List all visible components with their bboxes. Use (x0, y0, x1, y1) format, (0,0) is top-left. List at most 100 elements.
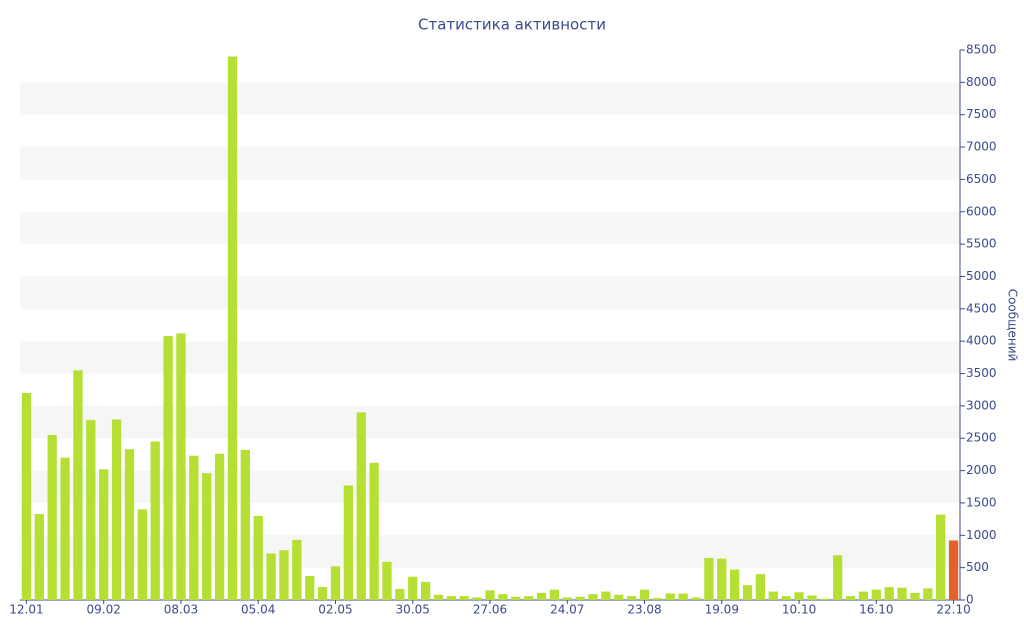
bar (356, 412, 366, 600)
bar (678, 593, 688, 600)
x-tick-label: 19.09 (705, 603, 739, 617)
bar (562, 597, 572, 600)
bar (163, 336, 173, 600)
bar (111, 419, 122, 600)
bar (227, 56, 238, 601)
grid-band (20, 535, 960, 568)
bar (124, 449, 135, 600)
y-tick-label: 1000 (966, 528, 997, 542)
x-tick-label: 27.06 (473, 603, 507, 617)
y-tick-label: 6500 (966, 172, 997, 186)
bar (884, 587, 894, 600)
bar (871, 589, 881, 600)
chart-title: Статистика активности (418, 16, 606, 34)
bar (202, 473, 212, 600)
bar (34, 513, 44, 600)
bar (575, 596, 585, 600)
bar (60, 457, 70, 600)
bar (511, 596, 521, 600)
bar (897, 587, 907, 600)
y-tick-label: 7000 (966, 140, 997, 154)
x-tick-label: 24.07 (550, 603, 584, 617)
bar (240, 449, 250, 600)
bar (717, 558, 727, 600)
grid-band (20, 147, 960, 180)
bar (279, 550, 289, 600)
y-tick-label: 8500 (966, 43, 997, 57)
bar (833, 555, 843, 600)
y-axis-title: Сообщений (1006, 289, 1020, 362)
bar (317, 587, 328, 600)
bar (86, 420, 96, 600)
grid-band (20, 341, 960, 374)
bar (755, 574, 766, 600)
bar (99, 469, 109, 600)
bar (704, 557, 714, 600)
y-tick-label: 2000 (966, 463, 997, 477)
bar (614, 594, 624, 600)
x-tick-label: 23.08 (627, 603, 661, 617)
bar (485, 590, 495, 600)
bar (652, 598, 663, 600)
bar (601, 591, 611, 600)
bar (768, 591, 778, 600)
bar (408, 576, 418, 600)
bar (523, 596, 534, 600)
bar (807, 595, 817, 600)
bar (639, 589, 650, 600)
y-tick-label: 3000 (966, 398, 997, 412)
y-tick-label: 7500 (966, 107, 997, 121)
y-tick-label: 4000 (966, 334, 997, 348)
grid-band (20, 470, 960, 503)
bar (253, 515, 263, 600)
bar (627, 596, 637, 600)
bar (330, 566, 341, 600)
bar (665, 593, 675, 600)
grid-band (20, 82, 960, 115)
bar (395, 589, 405, 600)
x-tick-label: 22.10 (936, 603, 970, 617)
x-tick-label: 12.01 (9, 603, 43, 617)
y-tick-label: 500 (966, 560, 989, 574)
bar (781, 596, 791, 600)
bar (73, 370, 83, 600)
bar (459, 596, 469, 600)
bar (433, 594, 444, 600)
y-tick-label: 2500 (966, 431, 997, 445)
bar (266, 553, 276, 600)
bar (820, 598, 830, 600)
bar (189, 455, 199, 600)
y-tick-label: 5500 (966, 237, 997, 251)
bar (343, 485, 353, 600)
bar (536, 592, 547, 600)
bar (214, 453, 225, 600)
x-tick-label: 05.04 (241, 603, 275, 617)
bar (730, 569, 740, 600)
bar (21, 392, 32, 600)
x-tick-label: 09.02 (87, 603, 121, 617)
x-tick-label: 10.10 (782, 603, 816, 617)
x-tick-label: 16.10 (859, 603, 893, 617)
bar (845, 596, 856, 600)
bar (948, 540, 959, 600)
bar (137, 509, 147, 600)
bar (691, 597, 701, 600)
grid-band (20, 276, 960, 309)
bar (588, 594, 598, 600)
bar (47, 435, 57, 600)
bar (910, 592, 920, 600)
bar (498, 594, 508, 600)
bar (858, 591, 869, 600)
bar (472, 597, 482, 600)
bar (150, 441, 160, 600)
bar (794, 592, 804, 600)
y-tick-label: 8000 (966, 75, 997, 89)
bar (176, 333, 186, 600)
x-tick-label: 08.03 (164, 603, 198, 617)
y-tick-label: 1500 (966, 495, 997, 509)
x-tick-label: 30.05 (396, 603, 430, 617)
y-tick-label: 0 (966, 593, 974, 607)
bar (446, 596, 457, 600)
